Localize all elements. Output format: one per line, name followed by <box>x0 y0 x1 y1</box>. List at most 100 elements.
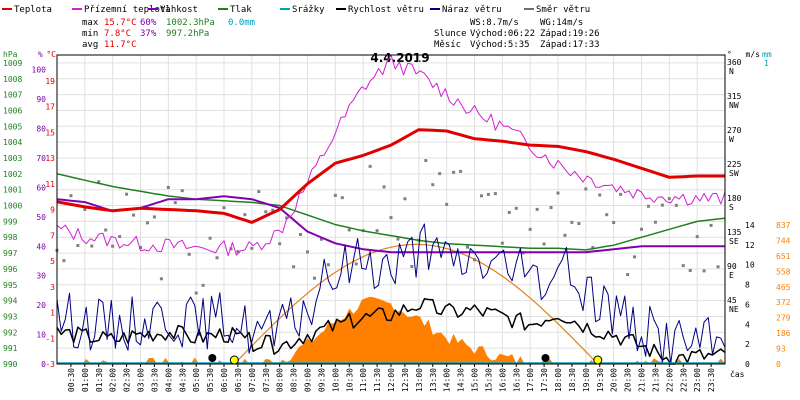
wind-direction-point <box>215 256 219 260</box>
chart-axes: hPa% °C1009100810071006100510041003100210… <box>3 50 791 379</box>
dir-tick: 360 <box>727 58 742 67</box>
sunrise-marker <box>229 355 239 365</box>
stat-max-temp: 15.7°C <box>104 18 137 28</box>
time-tick: 05:00 <box>192 368 201 392</box>
hum-tick: 10 <box>36 331 46 340</box>
hpa-tick: 1009 <box>3 59 22 68</box>
wind-direction-point <box>90 244 94 248</box>
hum-tick: 70 <box>36 154 46 163</box>
temp-tick: 1 <box>50 309 55 318</box>
time-tick: 10:30 <box>345 368 354 392</box>
hpa-tick: 1005 <box>3 122 22 131</box>
wind-direction-point <box>695 235 699 239</box>
wind-direction-point <box>577 222 581 226</box>
wind-direction-point <box>375 229 379 233</box>
hum-tick: 0 <box>41 360 46 369</box>
wind-direction-point <box>674 203 678 207</box>
time-tick: 20:00 <box>610 368 619 392</box>
dir-tick-name: S <box>729 203 734 212</box>
wind-direction-point <box>493 192 497 196</box>
solar-tick: 372 <box>776 298 791 307</box>
temp-axis-unit: °C <box>46 50 56 59</box>
legend-label: Srážky <box>292 5 325 15</box>
hpa-axis-unit: hPa <box>3 50 18 59</box>
legend-label: Přízemní teplota <box>84 5 171 15</box>
temp-tick: 7 <box>50 231 55 240</box>
dir-axis-unit: ° <box>727 50 732 59</box>
temp-tick: -1 <box>45 334 55 343</box>
wind-direction-point <box>243 213 247 217</box>
info-sun-set: Západ:19:26 <box>540 29 600 39</box>
wind-direction-point <box>605 213 609 217</box>
time-tick: 22:30 <box>679 368 688 392</box>
hpa-tick: 994 <box>3 297 18 306</box>
ms-tick: 12 <box>745 241 755 250</box>
wind-direction-point <box>326 263 330 267</box>
legend-label: Teplota <box>14 5 52 15</box>
solar-tick: 279 <box>776 314 791 323</box>
wind-direction-point <box>257 190 261 194</box>
time-tick: 17:00 <box>526 368 535 392</box>
time-tick: 02:00 <box>109 368 118 392</box>
wind-direction-point <box>145 221 149 225</box>
wind-direction-point <box>382 185 386 189</box>
wind-direction-point <box>208 236 212 240</box>
wind-direction-point <box>152 215 156 219</box>
solar-tick: 93 <box>776 345 786 354</box>
hpa-tick: 1008 <box>3 75 22 84</box>
time-tick: 02:30 <box>123 368 132 392</box>
solar-tick: 186 <box>776 329 791 338</box>
dir-tick-name: W <box>729 135 734 144</box>
wind-direction-point <box>236 250 240 254</box>
mm-tick: 1 <box>764 59 769 68</box>
wind-direction-point <box>452 170 456 174</box>
hpa-tick: 998 <box>3 233 18 242</box>
wind-direction-point <box>278 242 282 246</box>
time-tick: 04:00 <box>164 368 173 392</box>
dir-tick: 135 <box>727 228 742 237</box>
wind-direction-point <box>473 258 476 262</box>
hum-tick: 100 <box>32 66 47 75</box>
stat-avg-temp: 11.7°C <box>104 40 137 50</box>
wind-direction-point <box>271 208 275 212</box>
series-pressure-line <box>56 173 726 251</box>
sun-path-arc <box>233 243 597 365</box>
solar-tick: 0 <box>776 360 781 369</box>
hpa-tick: 991 <box>3 344 18 353</box>
wind-direction-point <box>333 193 337 197</box>
wind-direction-point <box>438 172 442 176</box>
stat-min-hum: 37% <box>140 29 157 39</box>
time-tick: 19:30 <box>596 368 605 392</box>
solar-tick: 837 <box>776 221 791 230</box>
stat-max-rain: 0.0mm <box>228 18 255 28</box>
wind-direction-point <box>626 273 630 277</box>
hum-tick: 20 <box>36 301 46 310</box>
temp-tick: 11 <box>45 180 55 189</box>
temp-tick: 9 <box>50 206 55 215</box>
hpa-tick: 1000 <box>3 202 22 211</box>
time-tick: 12:30 <box>401 368 410 392</box>
time-tick: 16:00 <box>498 368 507 392</box>
wind-direction-point <box>139 245 142 249</box>
time-tick: 08:30 <box>290 368 299 392</box>
info-block: WS:8.7m/s WG:14m/s Slunce Východ:06:22 Z… <box>434 18 600 50</box>
wind-direction-point <box>514 206 518 210</box>
moonrise-marker <box>208 354 217 362</box>
time-tick: 18:30 <box>568 368 577 392</box>
time-tick: 06:00 <box>220 368 229 392</box>
wind-direction-point <box>201 283 205 287</box>
wind-direction-point <box>312 276 316 280</box>
stat-avg-label: avg <box>82 40 98 50</box>
hpa-tick: 1002 <box>3 170 22 179</box>
wind-direction-point <box>306 250 309 254</box>
hum-tick: 40 <box>36 242 46 251</box>
time-tick: 16:30 <box>512 368 521 392</box>
hpa-tick: 1007 <box>3 91 22 100</box>
wind-direction-point <box>688 268 692 272</box>
wind-direction-point <box>264 210 268 214</box>
time-tick: 07:00 <box>248 368 257 392</box>
wind-direction-point <box>500 241 504 245</box>
series-humidity-line <box>56 195 725 254</box>
dir-tick-name: SW <box>729 169 739 178</box>
ms-tick: 14 <box>745 221 755 230</box>
